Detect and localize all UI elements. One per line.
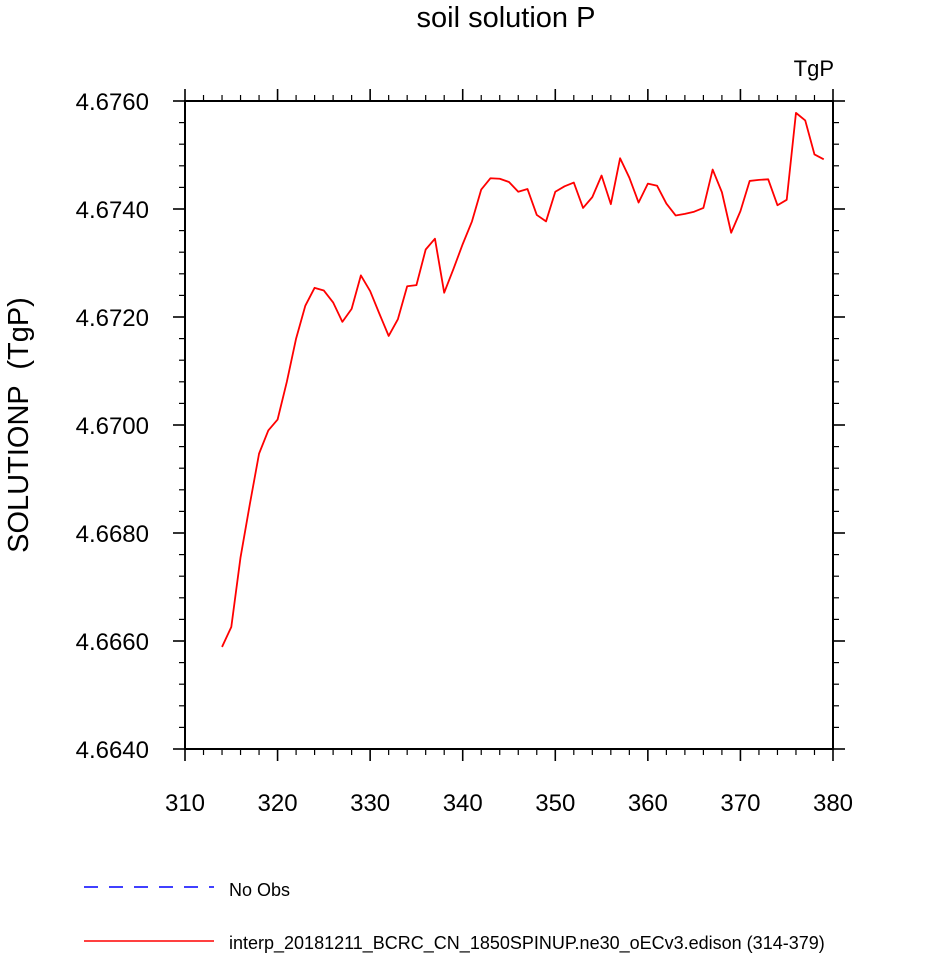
y-tick-label: 4.6660 bbox=[76, 629, 149, 656]
x-tick-label: 310 bbox=[165, 790, 205, 817]
legend: No Obs interp_20181211_BCRC_CN_1850SPINU… bbox=[84, 880, 825, 954]
series-line-1 bbox=[221, 111, 825, 648]
x-tick-label: 320 bbox=[258, 790, 298, 817]
chart-title: soil solution P bbox=[417, 2, 596, 34]
x-tick-label: 340 bbox=[443, 790, 483, 817]
x-tick-label: 330 bbox=[350, 790, 390, 817]
x-tick-label: 350 bbox=[535, 790, 575, 817]
y-tick-label: 4.6700 bbox=[76, 413, 149, 440]
plot-layer bbox=[221, 111, 825, 648]
y-tick-label: 4.6720 bbox=[76, 305, 149, 332]
y-tick-label: 4.6640 bbox=[76, 737, 149, 764]
x-tick-label: 380 bbox=[813, 790, 853, 817]
tick-layer: 310 320 330 340 350 360 370 380 4.6640 4.6660 4.66… bbox=[76, 89, 853, 817]
y-tick-label: 4.6740 bbox=[76, 197, 149, 224]
y-axis-label: SOLUTIONP (TgP) bbox=[3, 297, 35, 553]
x-tick-label: 360 bbox=[628, 790, 668, 817]
y-tick-label: 4.6760 bbox=[76, 89, 149, 116]
plot-frame bbox=[184, 100, 834, 750]
legend-no-obs-label: No Obs bbox=[229, 880, 290, 900]
x-tick-label: 370 bbox=[720, 790, 760, 817]
legend-model-label: interp_20181211_BCRC_CN_1850SPINUP.ne30_… bbox=[229, 933, 825, 954]
y-tick-label: 4.6680 bbox=[76, 521, 149, 548]
units-label: TgP bbox=[794, 56, 834, 81]
